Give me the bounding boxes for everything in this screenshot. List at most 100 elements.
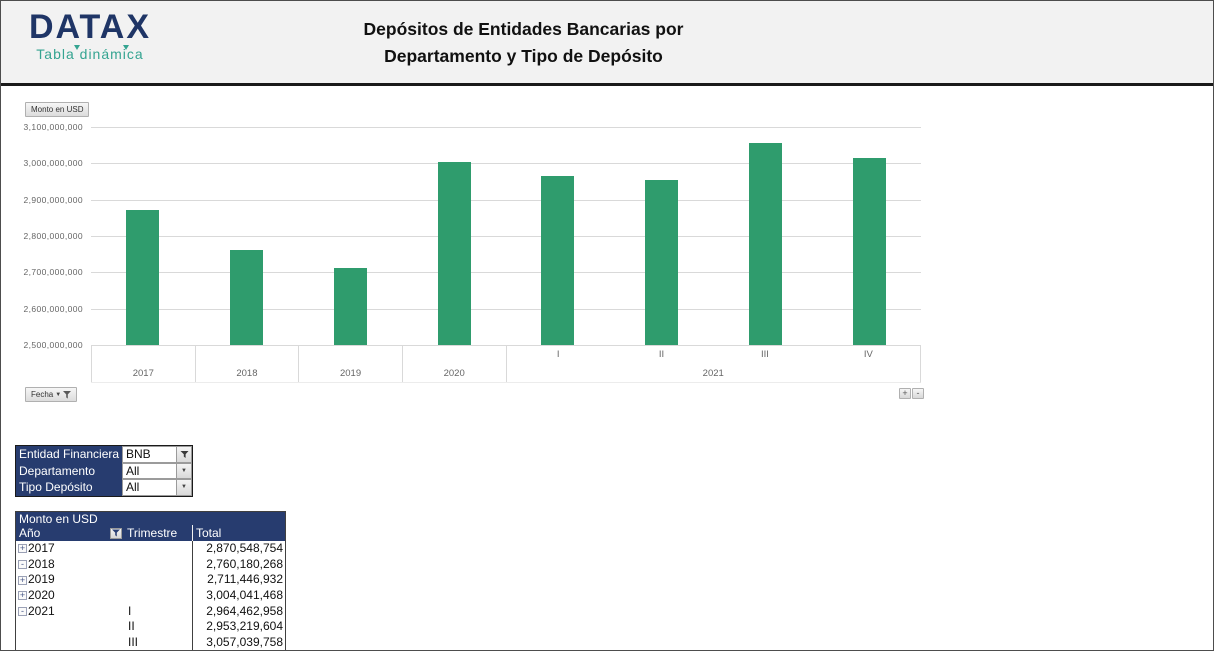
expand-collapse-button[interactable]: + bbox=[18, 590, 27, 601]
row-year: 2020 bbox=[28, 588, 55, 603]
row-quarter bbox=[124, 541, 192, 557]
header: DATAX Tabla dinámica Depósitos de Entida… bbox=[1, 1, 1213, 86]
page-title-line2: Departamento y Tipo de Depósito bbox=[384, 46, 663, 66]
filter-row-entidad-financiera: Entidad Financiera BNB bbox=[16, 446, 192, 463]
filter-funnel-icon bbox=[180, 450, 188, 458]
pivot-table: Monto en USD Año Trimestre Total +2017 2… bbox=[15, 511, 286, 650]
bar-2018 bbox=[230, 250, 264, 345]
table-row: +2020 3,004,041,468 bbox=[16, 588, 285, 604]
page-title: Depósitos de Entidades Bancarias por Dep… bbox=[286, 16, 761, 70]
column-header-ano: Año bbox=[16, 525, 124, 541]
collapse-entire-field-button[interactable]: - bbox=[912, 388, 924, 399]
axis-year-label: 2018 bbox=[236, 368, 258, 379]
row-quarter: II bbox=[128, 619, 135, 634]
expand-collapse-button[interactable]: + bbox=[18, 574, 27, 585]
filter-row-tipo-deposito: Tipo Depósito All ▼ bbox=[16, 479, 192, 496]
bar-2021-IV bbox=[852, 158, 886, 345]
y-axis-tick-label: 2,500,000,000 bbox=[23, 340, 83, 350]
datax-logo: DATAX bbox=[28, 8, 152, 46]
axis-group-2019: 2019 bbox=[298, 345, 402, 382]
row-quarter: I bbox=[128, 603, 132, 618]
bar-2021-III bbox=[748, 142, 782, 345]
gridline bbox=[91, 236, 921, 237]
bar-2021-II bbox=[645, 180, 679, 345]
y-axis-tick-label: 2,600,000,000 bbox=[23, 303, 83, 314]
page-title-line1: Depósitos de Entidades Bancarias por bbox=[363, 19, 684, 39]
gridline bbox=[91, 199, 921, 201]
table-row: -2021 I 2,964,462,958 bbox=[16, 603, 285, 620]
gridline bbox=[91, 272, 921, 274]
filter-value: All bbox=[122, 462, 177, 479]
table-row: -2018 2,760,180,268 bbox=[16, 556, 285, 573]
logo-block: DATAX Tabla dinámica bbox=[19, 9, 161, 62]
expand-collapse-button[interactable]: - bbox=[18, 560, 27, 570]
row-total: 2,870,548,754 bbox=[192, 541, 285, 557]
logo-subtitle: Tabla dinámica bbox=[36, 46, 144, 62]
y-axis-tick-label: 2,900,000,000 bbox=[23, 194, 83, 205]
filter-value: BNB bbox=[122, 446, 177, 463]
gridline bbox=[91, 163, 921, 165]
y-axis-tick-label: 2,700,000,000 bbox=[23, 267, 83, 278]
row-total: 3,057,039,758 bbox=[192, 635, 285, 650]
row-total: 2,964,462,958 bbox=[192, 603, 285, 620]
logo-accent-icon bbox=[123, 45, 129, 50]
axis-year-label: 2020 bbox=[443, 368, 465, 379]
axis-field-label: Fecha bbox=[31, 390, 54, 399]
axis-year-label: 2019 bbox=[339, 368, 362, 379]
bar-2021-I bbox=[541, 176, 575, 345]
bar-2019 bbox=[333, 268, 367, 345]
row-year: 2019 bbox=[28, 572, 55, 587]
row-year: 2021 bbox=[28, 603, 55, 618]
y-axis-tick-label: 3,100,000,000 bbox=[23, 122, 83, 132]
axis-quarter-label: III bbox=[760, 349, 769, 360]
expand-entire-field-button[interactable]: + bbox=[899, 388, 911, 399]
row-year: 2018 bbox=[28, 556, 55, 571]
column-header-trimestre: Trimestre bbox=[127, 526, 178, 540]
logo-accent-icon bbox=[74, 45, 80, 50]
axis-group-2020: 2020 bbox=[401, 345, 506, 382]
axis-quarter-label: I bbox=[556, 349, 560, 360]
filter-label: Tipo Depósito bbox=[16, 479, 122, 496]
pivot-corner-label: Monto en USD bbox=[16, 511, 285, 526]
y-axis: 2,500,000,000 2,600,000,000 2,700,000,000 2… bbox=[1, 122, 83, 350]
table-row: +2017 2,870,548,754 bbox=[16, 541, 285, 557]
row-year: 2017 bbox=[28, 541, 55, 555]
value-field-button[interactable]: Monto en USD bbox=[25, 102, 90, 117]
filter-label: Departamento bbox=[16, 462, 122, 479]
filter-dropdown-button[interactable] bbox=[177, 446, 192, 463]
gridline bbox=[91, 308, 921, 310]
filter-label: Entidad Financiera bbox=[16, 446, 122, 463]
row-total: 2,711,446,932 bbox=[192, 572, 285, 589]
dropdown-button[interactable]: ▼ bbox=[177, 462, 192, 479]
row-total: 3,004,041,468 bbox=[192, 588, 285, 604]
chevron-down-icon: ▼ bbox=[181, 467, 187, 474]
chevron-down-icon: ▼ bbox=[55, 391, 62, 398]
pivot-header-row: Año Trimestre Total bbox=[16, 525, 285, 541]
table-row: III 3,057,039,758 bbox=[16, 635, 285, 650]
table-row: +2019 2,711,446,932 bbox=[16, 572, 285, 589]
expand-collapse-button[interactable]: + bbox=[18, 543, 27, 554]
row-total: 2,953,219,604 bbox=[192, 619, 285, 636]
axis-quarter-label: II bbox=[658, 349, 665, 360]
filter-funnel-icon bbox=[63, 390, 72, 399]
table-row: II 2,953,219,604 bbox=[16, 619, 285, 636]
axis-year-label: 2017 bbox=[132, 368, 154, 379]
autofilter-button[interactable] bbox=[110, 527, 122, 539]
row-total: 2,760,180,268 bbox=[192, 556, 285, 573]
axis-field-button[interactable]: Fecha ▼ bbox=[25, 387, 78, 402]
value-field-label: Monto en USD bbox=[31, 105, 84, 114]
plot-area bbox=[91, 127, 921, 346]
dropdown-button[interactable]: ▼ bbox=[177, 479, 192, 496]
bar-2017 bbox=[126, 210, 160, 345]
row-quarter bbox=[124, 572, 192, 588]
axis-group-2017: 2017 bbox=[91, 345, 195, 382]
row-quarter: III bbox=[128, 635, 139, 650]
row-quarter bbox=[124, 588, 192, 604]
expand-collapse-button[interactable]: - bbox=[18, 607, 27, 617]
report-filters: Entidad Financiera BNB Departamento All … bbox=[15, 445, 193, 497]
bar-2020 bbox=[437, 161, 471, 345]
axis-year-label: 2021 bbox=[702, 368, 724, 379]
gridline bbox=[91, 127, 921, 128]
y-axis-tick-label: 3,000,000,000 bbox=[23, 158, 83, 169]
